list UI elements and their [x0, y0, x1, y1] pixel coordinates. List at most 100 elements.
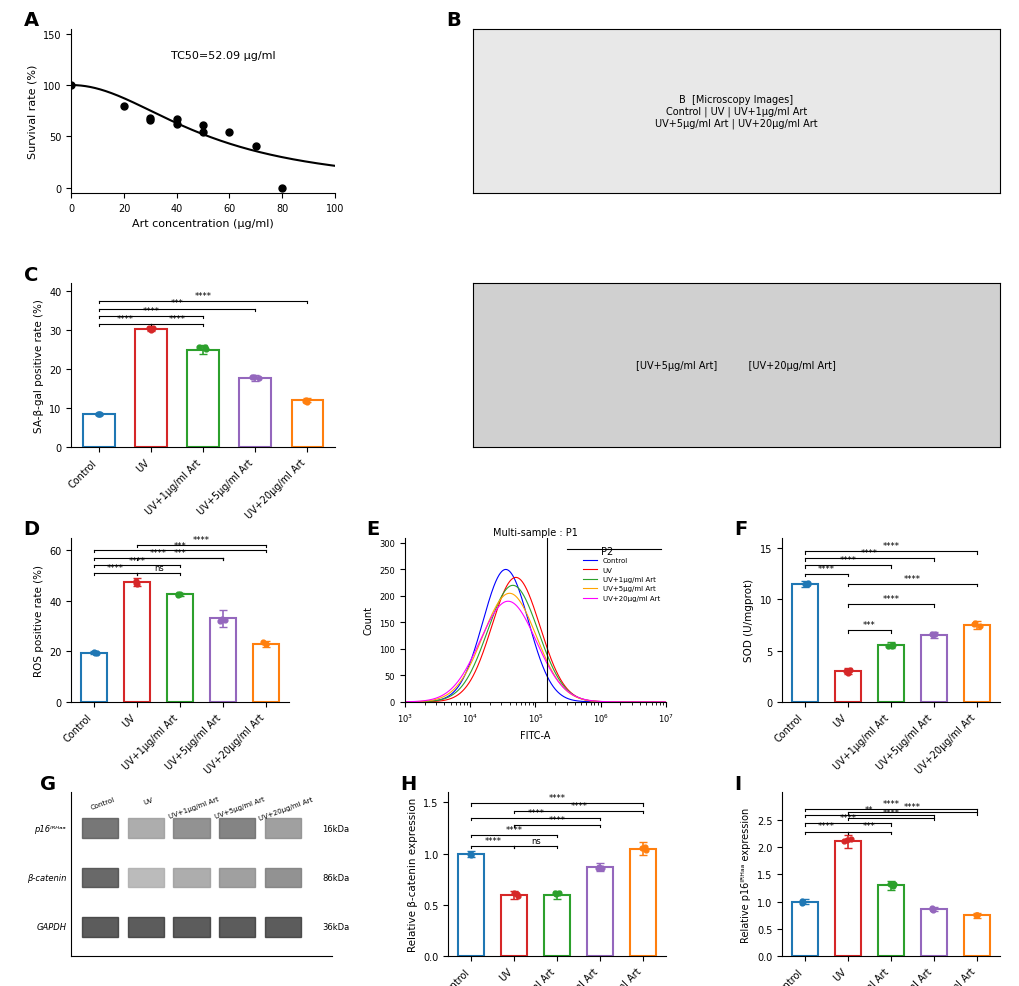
Bar	[219, 818, 255, 838]
Text: ****: ****	[817, 564, 834, 573]
Point	[796, 576, 812, 592]
Text: H: H	[400, 774, 417, 793]
Text: Control: Control	[90, 796, 115, 810]
UV+20μg/ml Art	[398, 696, 411, 708]
Bar	[920, 909, 946, 956]
Text: ****: ****	[193, 536, 210, 545]
Point	[462, 846, 478, 862]
Line: UV: UV	[405, 578, 665, 702]
Text: UV: UV	[143, 796, 154, 805]
Point	[881, 877, 898, 892]
Point	[968, 908, 984, 924]
Bar	[877, 885, 903, 956]
Text: ***: ***	[173, 548, 186, 557]
Point	[636, 839, 652, 855]
Y-axis label: Relative β-catenin expression: Relative β-catenin expression	[408, 798, 418, 951]
Text: ****: ****	[195, 291, 211, 301]
Line: UV+20μg/ml Art: UV+20μg/ml Art	[405, 601, 665, 702]
X-axis label: FITC-A: FITC-A	[520, 730, 550, 740]
UV	[510, 572, 522, 584]
Point	[258, 637, 274, 653]
Bar	[291, 401, 322, 448]
Text: ***: ***	[170, 299, 183, 308]
Point	[550, 885, 567, 901]
Point	[886, 877, 902, 892]
Point	[547, 886, 564, 902]
Bar	[920, 636, 946, 702]
Point	[883, 638, 900, 654]
Text: G: G	[40, 774, 56, 793]
Text: ****: ****	[116, 315, 133, 323]
Bar	[587, 868, 612, 956]
Control	[398, 696, 411, 708]
Point	[170, 587, 186, 602]
Text: ****: ****	[903, 574, 920, 584]
Text: ****: ****	[168, 315, 185, 323]
Bar	[127, 917, 164, 937]
Text: GAPDH: GAPDH	[36, 922, 66, 932]
UV+20μg/ml Art	[504, 597, 517, 608]
Point	[837, 664, 853, 679]
Point	[926, 626, 943, 642]
Bar	[173, 868, 210, 887]
UV+1μg/ml Art	[659, 696, 672, 708]
Text: ****: ****	[548, 815, 566, 824]
UV+5μg/ml Art	[606, 696, 619, 708]
Bar	[127, 818, 164, 838]
Bar	[239, 379, 270, 448]
Point	[799, 576, 815, 592]
Point	[923, 901, 940, 917]
Text: F: F	[734, 520, 747, 538]
Point	[171, 587, 187, 602]
Point	[838, 832, 854, 848]
Text: UV+20μg/ml Art: UV+20μg/ml Art	[257, 796, 313, 821]
Text: D: D	[23, 520, 40, 538]
Title: Multi-sample : P1: Multi-sample : P1	[492, 528, 578, 537]
Text: ****: ****	[570, 801, 587, 810]
UV+1μg/ml Art	[514, 585, 526, 597]
Point	[142, 110, 158, 126]
Text: ns: ns	[530, 836, 540, 845]
Bar	[82, 818, 118, 838]
Point	[463, 846, 479, 862]
Point	[924, 902, 941, 918]
Bar	[210, 619, 235, 702]
Point	[508, 885, 525, 901]
Point	[248, 139, 264, 155]
Text: E: E	[366, 520, 379, 538]
Bar	[124, 583, 150, 702]
Text: ****: ****	[839, 556, 856, 565]
UV+20μg/ml Art	[602, 696, 614, 708]
Y-axis label: Survival rate (%): Survival rate (%)	[28, 64, 38, 159]
Point	[244, 370, 260, 386]
Text: ***: ***	[862, 620, 875, 629]
Point	[116, 99, 132, 114]
Bar	[264, 917, 301, 937]
Point	[274, 180, 290, 196]
Point	[143, 323, 159, 339]
UV+5μg/ml Art	[578, 694, 590, 706]
UV	[504, 575, 517, 587]
UV+1μg/ml Art	[602, 696, 614, 708]
Text: 16kDa: 16kDa	[322, 824, 348, 833]
Point	[878, 639, 895, 655]
Bar	[835, 671, 860, 702]
Point	[971, 618, 987, 634]
Text: B  [Microscopy Images]
Control | UV | UV+1μg/ml Art
UV+5μg/ml Art | UV+20μg/ml A: B [Microscopy Images] Control | UV | UV+…	[654, 95, 817, 129]
Point	[212, 613, 228, 629]
Bar	[173, 917, 210, 937]
Legend: Control, UV, UV+1μg/ml Art, UV+5μg/ml Art, UV+20μg/ml Art: Control, UV, UV+1μg/ml Art, UV+5μg/ml Ar…	[580, 555, 662, 604]
Text: I: I	[734, 774, 741, 793]
Text: P2: P2	[600, 546, 612, 556]
Y-axis label: ROS positive rate (%): ROS positive rate (%)	[34, 564, 44, 676]
Text: ****: ****	[128, 556, 146, 565]
UV	[606, 696, 619, 708]
Text: ****: ****	[527, 808, 544, 817]
Point	[127, 576, 144, 592]
Point	[92, 406, 108, 422]
Bar	[458, 854, 484, 956]
Point	[195, 125, 211, 141]
Point	[195, 118, 211, 134]
UV+20μg/ml Art	[425, 694, 437, 706]
Bar	[167, 595, 193, 702]
